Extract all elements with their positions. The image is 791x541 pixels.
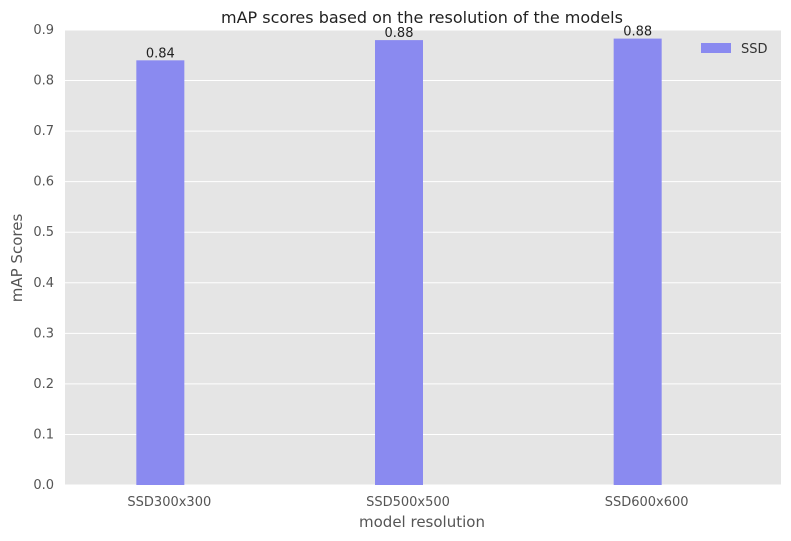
legend: SSD bbox=[701, 42, 768, 57]
x-axis-label: model resolution bbox=[359, 513, 485, 531]
legend-label-ssd: SSD bbox=[741, 42, 768, 57]
y-axis-label: mAP Scores bbox=[8, 214, 26, 303]
y-tick-label: 0.5 bbox=[33, 225, 54, 240]
y-tick-label: 0.4 bbox=[33, 276, 54, 291]
bar-value-label: 0.88 bbox=[623, 25, 652, 40]
bars bbox=[136, 38, 662, 485]
bar-ssd500x500 bbox=[375, 40, 423, 485]
y-tick-label: 0.6 bbox=[33, 175, 54, 190]
y-tick-label: 0.3 bbox=[33, 326, 54, 341]
chart-title: mAP scores based on the resolution of th… bbox=[221, 8, 623, 27]
y-tick-label: 0.2 bbox=[33, 377, 54, 392]
y-tick-label: 0.1 bbox=[33, 427, 54, 442]
y-axis-ticks: 0.0 0.1 0.2 0.3 0.4 0.5 0.6 0.7 0.8 0.9 bbox=[33, 23, 54, 493]
y-tick-label: 0.8 bbox=[33, 74, 54, 89]
y-tick-label: 0.9 bbox=[33, 23, 54, 38]
x-tick-label: SSD600x600 bbox=[605, 495, 689, 510]
x-tick-label: SSD500x500 bbox=[366, 495, 450, 510]
bar-ssd300x300 bbox=[136, 60, 185, 485]
y-tick-label: 0.7 bbox=[33, 124, 54, 139]
bar-labels: 0.84 0.88 0.88 bbox=[146, 25, 652, 62]
y-tick-label: 0.0 bbox=[33, 478, 54, 493]
x-axis-ticks: SSD300x300 SSD500x500 SSD600x600 bbox=[127, 495, 688, 510]
bar-value-label: 0.84 bbox=[146, 46, 175, 61]
legend-swatch-ssd bbox=[701, 43, 731, 53]
bar-value-label: 0.88 bbox=[385, 26, 414, 41]
bar-ssd600x600 bbox=[613, 38, 662, 485]
x-tick-label: SSD300x300 bbox=[127, 495, 211, 510]
